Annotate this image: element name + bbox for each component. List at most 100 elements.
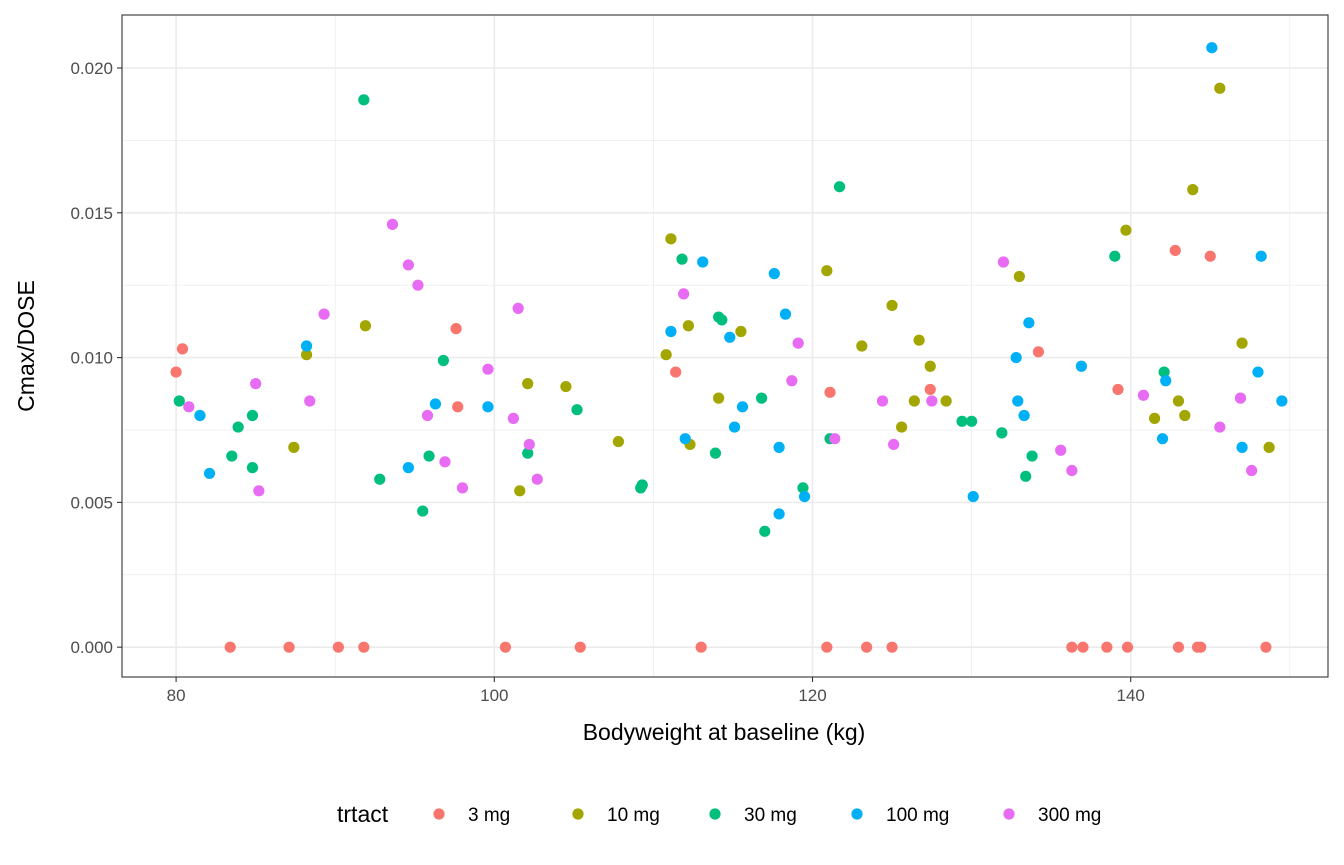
data-point (1234, 392, 1247, 404)
data-point (924, 360, 936, 372)
data-point (1169, 244, 1181, 257)
data-point (966, 415, 978, 427)
data-point (176, 343, 189, 355)
data-point (1195, 641, 1207, 653)
data-point (203, 467, 216, 480)
data-point (523, 438, 535, 451)
data-point (283, 641, 295, 653)
data-point (304, 395, 316, 407)
data-point (429, 398, 442, 410)
data-point (886, 299, 898, 312)
legend-label: 30 mg (744, 805, 797, 826)
x-axis-title: Bodyweight at baseline (kg) (583, 719, 866, 745)
y-axis-title: Cmax/DOSE (13, 280, 39, 412)
data-point (773, 441, 785, 453)
data-point (670, 366, 682, 378)
data-point (512, 302, 524, 314)
data-point (1276, 395, 1288, 407)
data-point (1109, 250, 1121, 262)
data-point (224, 641, 236, 653)
data-point (967, 490, 979, 503)
data-point (421, 409, 434, 422)
y-tick-label: 0.010 (70, 349, 113, 368)
data-point (226, 450, 238, 462)
data-point (768, 268, 780, 280)
data-point (1112, 383, 1124, 396)
data-point (798, 490, 811, 503)
legend-label: 10 mg (607, 805, 660, 826)
data-point (876, 395, 889, 407)
data-point (997, 256, 1010, 268)
data-point (246, 409, 259, 422)
data-point (450, 323, 462, 335)
data-point (735, 325, 747, 338)
legend-key (1003, 808, 1015, 820)
data-point (300, 340, 313, 352)
data-point (402, 462, 414, 474)
data-point (679, 433, 691, 445)
data-point (417, 505, 429, 517)
data-point (1260, 641, 1272, 653)
data-point (439, 456, 451, 468)
data-point (1172, 395, 1185, 407)
data-point (571, 404, 583, 416)
data-point (1255, 250, 1267, 262)
data-point (716, 314, 728, 326)
data-point (1246, 464, 1258, 477)
data-point (888, 438, 900, 451)
data-point (358, 641, 370, 653)
data-point (374, 473, 386, 485)
data-point (665, 233, 677, 245)
data-point (1206, 42, 1218, 54)
data-point (246, 462, 259, 474)
x-tick-label: 80 (167, 686, 186, 705)
data-point (1012, 395, 1024, 407)
data-point (773, 508, 785, 520)
major-gridlines (122, 15, 1328, 677)
data-point (1236, 441, 1248, 453)
data-point (1013, 270, 1025, 283)
data-point (709, 447, 722, 459)
data-point (926, 395, 938, 407)
data-point (1187, 184, 1199, 196)
y-tick-label: 0.020 (70, 59, 113, 78)
data-point (678, 288, 690, 300)
data-point (1032, 346, 1045, 358)
legend-title: trtact (337, 801, 389, 827)
data-point (359, 320, 372, 332)
data-point (821, 265, 833, 277)
legend-label: 3 mg (468, 805, 510, 826)
data-point (402, 259, 414, 271)
data-point (612, 435, 625, 448)
data-point (560, 380, 572, 393)
data-point (833, 181, 846, 193)
x-tick-label: 140 (1117, 686, 1145, 705)
data-point (1204, 250, 1216, 262)
legend-label: 300 mg (1038, 805, 1101, 826)
data-point (856, 340, 868, 352)
data-point (1137, 389, 1150, 401)
data-point (1179, 409, 1191, 422)
data-point (829, 433, 841, 445)
data-point (1066, 464, 1078, 477)
data-point (1010, 351, 1022, 364)
data-point (507, 412, 519, 424)
data-point (676, 253, 688, 265)
data-point (173, 395, 185, 407)
data-point (1066, 641, 1078, 653)
data-point (456, 482, 469, 494)
data-point (531, 473, 543, 485)
plot-panel (121, 14, 1329, 678)
data-point (1077, 641, 1089, 653)
data-point (736, 401, 749, 413)
legend-label: 100 mg (886, 805, 949, 826)
y-tick-label: 0.005 (70, 493, 113, 512)
data-point (1026, 450, 1038, 462)
panel-border (121, 14, 1329, 678)
data-point (574, 641, 586, 653)
data-point (1075, 360, 1087, 372)
data-point (358, 94, 370, 106)
data-point (1018, 409, 1030, 422)
data-point (250, 378, 262, 390)
